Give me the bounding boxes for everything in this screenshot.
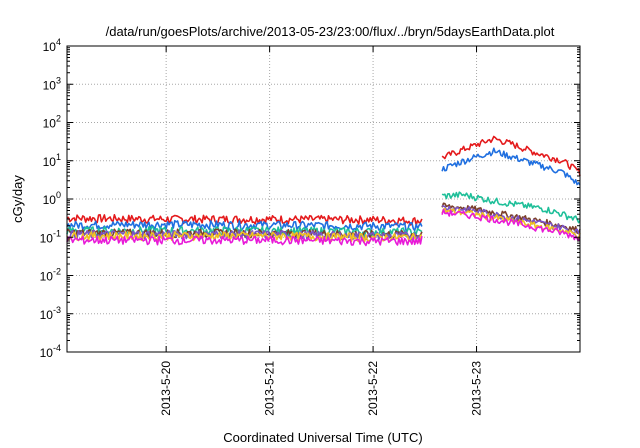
y-tick-label-base: 10 [43,117,57,131]
x-tick-label: 2013-5-22 [366,361,380,416]
y-tick-label-exponent: 0 [56,190,61,200]
y-tick-label-base: 10 [43,78,57,92]
chart-title: /data/run/goesPlots/archive/2013-05-23/2… [106,24,555,39]
y-tick-label: 102 [43,114,61,131]
y-tick-label: 103 [43,75,61,92]
y-tick-label-base: 10 [40,346,54,360]
y-tick-label-exponent: -4 [53,343,61,353]
x-tick-labels: 2013-5-20 2013-5-21 2013-5-22 2013-5-23 [159,46,484,416]
y-tick-label-exponent: 4 [56,37,61,47]
y-tick-label-base: 10 [43,155,57,169]
y-tick-label: 10-1 [40,228,61,245]
y-tick-label: 100 [43,190,61,207]
y-tick-label: 10-3 [40,305,61,322]
x-axis-label: Coordinated Universal Time (UTC) [223,430,422,445]
series-line-6 [66,208,581,247]
series-line-1 [66,147,581,232]
y-tick-label: 104 [43,37,61,54]
y-tick-label-exponent: 3 [56,75,61,85]
y-tick-label: 10-2 [40,267,61,284]
x-tick-label: 2013-5-23 [470,361,484,416]
y-tick-label-base: 10 [40,308,54,322]
y-tick-label-base: 10 [40,231,54,245]
y-tick-label: 101 [43,152,61,169]
y-tick-label-exponent: -1 [53,228,61,238]
y-tick-label-exponent: -3 [53,305,61,315]
series-layer [66,135,581,247]
y-tick-label-exponent: -2 [53,267,61,277]
y-tick-label-base: 10 [43,193,57,207]
plot-area-background [67,46,580,352]
x-tick-label: 2013-5-20 [159,361,173,416]
y-tick-label-exponent: 2 [56,114,61,124]
y-axis-label: cGy/day [10,175,25,223]
y-tick-label: 10-4 [40,343,61,360]
y-tick-label-base: 10 [40,270,54,284]
y-tick-label-base: 10 [43,40,57,54]
y-tick-label-exponent: 1 [56,152,61,162]
x-tick-label: 2013-5-21 [263,361,277,416]
series-line-0 [66,135,581,226]
